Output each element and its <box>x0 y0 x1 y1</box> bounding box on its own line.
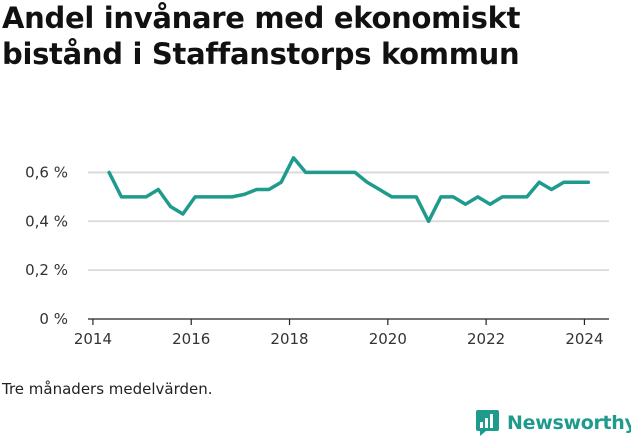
brand-name: Newsworthy <box>507 412 631 434</box>
x-tick-label: 2018 <box>270 330 308 348</box>
y-tick-label: 0,4 % <box>25 212 68 230</box>
y-tick-label: 0,2 % <box>25 261 68 279</box>
brand-logo: Newsworthy <box>476 408 631 438</box>
x-tick-label: 2014 <box>74 330 112 348</box>
y-tick-label: 0 % <box>39 310 68 328</box>
footnote: Tre månaders medelvärden. <box>2 380 213 398</box>
chart-title-line-1: Andel invånare med ekonomiskt <box>2 1 521 35</box>
line-chart: 0 % 0,2 % 0,4 % 0,6 % 2014 2016 2018 2020 2022 20… <box>25 156 609 348</box>
chart-title: Andel invånare med ekonomiskt bistånd i … <box>2 0 622 72</box>
y-tick-label: 0,6 % <box>25 163 68 181</box>
x-tick-label: 2024 <box>565 330 603 348</box>
x-tick-label: 2022 <box>467 330 505 348</box>
x-tick-label: 2020 <box>369 330 407 348</box>
chart-title-line-2: bistånd i Staffanstorps kommun <box>2 37 520 71</box>
bar-chart-speech-bubble-icon <box>476 410 499 436</box>
x-tick-label: 2016 <box>172 330 210 348</box>
series-line <box>107 156 591 224</box>
